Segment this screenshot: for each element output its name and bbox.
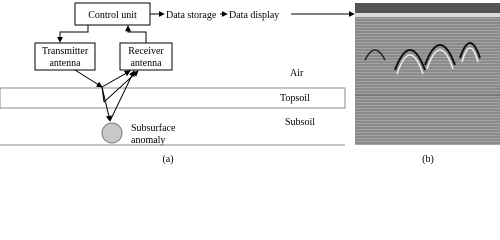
arrow — [125, 25, 147, 43]
box-label: Receiver — [128, 46, 164, 57]
ray — [101, 70, 131, 88]
box-label: Control unit — [88, 10, 137, 21]
layer-label: Topsoil — [280, 93, 310, 104]
radargram — [355, 3, 500, 145]
receiver-box — [119, 42, 173, 71]
data-display-label: Data display — [229, 10, 279, 21]
ray — [101, 86, 112, 122]
box-label: antenna — [49, 58, 81, 69]
layer-label: Air — [290, 68, 304, 79]
anomaly-label: anomaly — [131, 135, 165, 146]
layer-label: Subsoil — [285, 117, 315, 128]
arrow — [57, 25, 89, 43]
anomaly-label: Subsurface — [131, 123, 176, 134]
ray — [101, 86, 105, 103]
box-label: Transmitter — [42, 46, 89, 57]
caption: (b) — [422, 154, 434, 165]
anomaly — [101, 122, 123, 144]
data-storage-label: Data storage — [166, 10, 217, 21]
caption: (a) — [162, 154, 173, 165]
ray — [74, 69, 103, 88]
ray — [109, 70, 135, 122]
ray — [103, 70, 139, 103]
transmitter-box — [34, 42, 96, 71]
diagram: Air Topsoil Subsoil Control unit Transmi… — [0, 2, 500, 165]
topsoil-band — [0, 87, 346, 109]
box-label: antenna — [130, 58, 162, 69]
